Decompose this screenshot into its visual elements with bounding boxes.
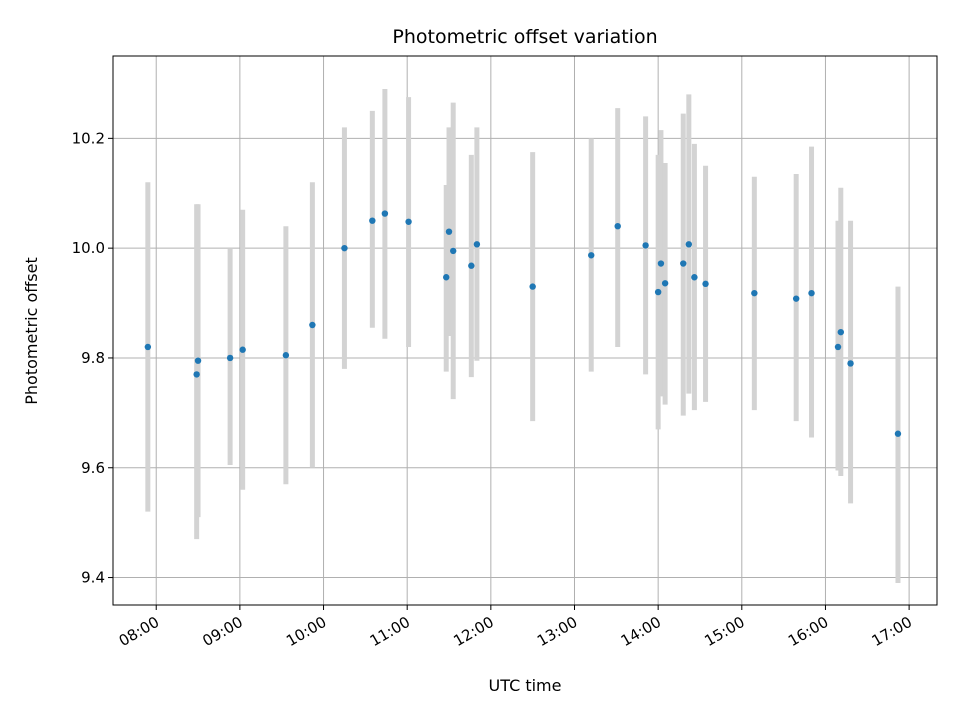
y-axis-ticks: 9.4 9.6 9.8 10.0 10.2 — [72, 129, 113, 587]
y-tick-label: 10.2 — [72, 129, 105, 147]
data-point — [654, 288, 662, 296]
data-point — [751, 289, 758, 297]
data-point — [309, 321, 316, 329]
data-point — [144, 343, 152, 351]
y-tick-label: 9.6 — [81, 459, 105, 477]
y-axis-title: Photometric offset — [22, 257, 41, 405]
data-point — [282, 352, 290, 359]
data-point — [642, 242, 649, 249]
data-point — [226, 354, 234, 362]
data-point — [341, 244, 348, 252]
data-point — [792, 295, 800, 302]
data-point — [468, 262, 475, 269]
data-point — [657, 260, 665, 267]
data-point — [369, 217, 376, 224]
data-point — [834, 343, 842, 351]
data-point — [691, 274, 698, 281]
data-points — [144, 210, 902, 437]
data-point — [680, 260, 687, 267]
data-point — [661, 280, 669, 287]
data-point — [529, 283, 536, 290]
data-point — [381, 210, 389, 217]
data-point — [614, 222, 621, 230]
data-point — [837, 328, 844, 336]
plot-area — [113, 56, 937, 605]
x-axis-title: UTC time — [489, 676, 562, 695]
data-point — [702, 280, 709, 288]
data-point — [894, 430, 902, 437]
data-point — [473, 241, 481, 248]
data-point — [405, 218, 412, 225]
data-point — [443, 274, 450, 281]
y-tick-label: 9.8 — [81, 349, 105, 367]
data-point — [449, 247, 457, 255]
data-point — [847, 360, 854, 367]
chart-title: Photometric offset variation — [392, 26, 657, 48]
y-tick-label: 9.4 — [81, 569, 105, 587]
data-point — [239, 346, 246, 353]
data-point — [194, 357, 202, 364]
plot-frame — [112, 55, 938, 606]
data-point — [808, 289, 815, 297]
data-point — [193, 371, 200, 378]
data-point — [445, 228, 453, 235]
y-tick-label: 10.0 — [72, 239, 105, 257]
data-point — [588, 252, 595, 259]
data-point — [685, 241, 693, 248]
